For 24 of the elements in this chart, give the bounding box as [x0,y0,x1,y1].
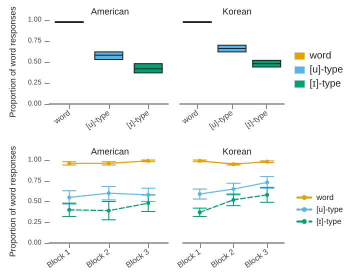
legend-label: [ɪ]-type [310,78,342,90]
point [106,191,111,196]
chart-title: American [90,6,130,16]
point [231,187,236,192]
point [106,208,111,213]
y-axis-title: Proportion of word responses [8,6,18,118]
legend-label: word [308,50,332,62]
point [67,195,72,200]
legend-label: [u]-type [310,64,344,76]
point [265,180,270,184]
y-axis-title: Proportion of word responses [8,146,18,258]
chart-title: Korean [222,6,252,16]
legend-label: [ɪ]-type [316,217,342,226]
point [231,198,236,202]
chart-title: American [90,146,130,156]
point [146,192,150,197]
point [67,208,72,212]
point [146,201,150,206]
point [265,192,270,197]
legend-label: word [315,193,334,202]
point [198,210,202,214]
chart-title: Korean [222,146,252,156]
legend-label: [u]-type [316,205,344,214]
point [198,192,202,196]
